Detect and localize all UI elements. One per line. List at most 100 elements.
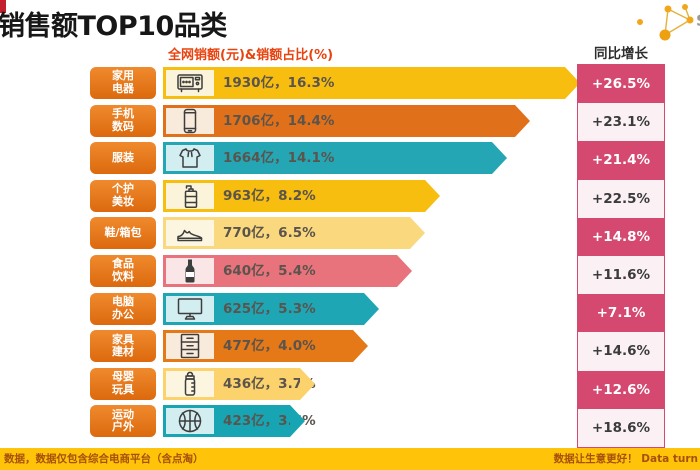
bar-arrow-tip <box>492 142 507 175</box>
growth-column: +26.5% +23.1% +21.4% +22.5% +14.8% +11.6… <box>577 64 665 448</box>
bar-arrow-tip <box>300 367 315 400</box>
category-iconbox <box>166 70 214 96</box>
category-chip: 服装 <box>90 142 156 175</box>
category-rows: 家用 电器 1930亿，16.3% 手机 数码 <box>0 67 700 443</box>
footer-slogan-right: 数据让生意更好！ Data turn <box>553 453 698 465</box>
drawer-cabinet-icon <box>180 333 200 359</box>
bar-arrow-tip <box>397 254 412 287</box>
category-iconbox <box>166 257 214 284</box>
bar-arrow-tip <box>353 330 368 363</box>
sales-bar: 625亿，5.3% <box>163 292 379 325</box>
growth-cell: +22.5% <box>591 190 651 207</box>
sales-value: 625亿，5.3% <box>223 300 316 317</box>
category-iconbox <box>166 408 214 435</box>
table-row: 母婴 玩具 436亿，3.7% <box>0 367 700 400</box>
bar-arrow-tip <box>364 292 379 325</box>
sneaker-icon <box>177 230 203 242</box>
sales-bar: 423亿，3.6% <box>163 405 316 438</box>
sweater-icon <box>179 148 201 168</box>
category-label: 个护 美妆 <box>112 182 134 208</box>
table-row: 食品 饮料 640亿，5.4% <box>0 254 700 287</box>
table-row: 电脑 办公 625亿，5.3% <box>0 292 700 325</box>
category-chip: 家用 电器 <box>90 67 156 99</box>
sales-value: 640亿，5.4% <box>223 262 316 279</box>
table-row: 手机 数码 1706亿，14.4% <box>0 104 700 137</box>
smartphone-icon <box>183 108 197 133</box>
sales-bar: 477亿，4.0% <box>163 330 368 363</box>
bar-arrow-tip <box>290 405 305 438</box>
category-chip: 鞋/箱包 <box>90 217 156 250</box>
category-iconbox <box>166 145 214 172</box>
bar-arrow-tip <box>515 104 530 137</box>
category-label: 食品 饮料 <box>112 257 134 283</box>
sales-bar: 640亿，5.4% <box>163 254 412 287</box>
category-chip: 母婴 玩具 <box>90 367 156 400</box>
left-edge-red-mark <box>0 0 6 13</box>
category-chip: 运动 户外 <box>90 405 156 438</box>
category-iconbox <box>166 220 214 247</box>
microwave-icon <box>177 74 203 93</box>
growth-cell: +18.6% <box>591 419 651 436</box>
category-label: 电脑 办公 <box>112 294 134 321</box>
category-iconbox <box>166 333 214 360</box>
category-iconbox <box>166 107 214 134</box>
lotion-pump-icon <box>184 185 198 208</box>
category-chip: 个护 美妆 <box>90 179 156 212</box>
monitor-icon <box>177 297 203 320</box>
sales-bar: 436亿，3.7% <box>163 367 316 400</box>
sales-value: 1930亿，16.3% <box>223 75 335 91</box>
table-row: 家具 建材 477亿，4.0% <box>0 330 700 363</box>
sales-value: 963亿，8.2% <box>223 187 316 204</box>
growth-cell: +26.5% <box>578 65 664 104</box>
bar-arrow-tip <box>425 179 440 212</box>
growth-cell: +11.6% <box>591 267 651 284</box>
growth-cell: +14.6% <box>591 343 651 360</box>
category-chip: 家具 建材 <box>90 330 156 363</box>
chart-subtitle: 全网销额(元)&销额占比(%) <box>168 48 334 63</box>
table-row: 运动 户外 423亿，3.6% <box>0 405 700 438</box>
table-row: 家用 电器 1930亿，16.3% <box>0 67 700 99</box>
growth-cell: +14.8% <box>578 217 664 256</box>
category-label: 运动 户外 <box>112 407 134 434</box>
category-chip: 电脑 办公 <box>90 292 156 325</box>
bar-arrow-tip <box>565 67 580 99</box>
category-label: 家用 电器 <box>112 69 134 95</box>
sales-value: 1706亿，14.4% <box>223 112 335 129</box>
brand-logo: S <box>630 0 700 46</box>
page-title: 销售额TOP10品类 <box>0 11 227 42</box>
category-iconbox <box>166 295 214 322</box>
growth-cell: +7.1% <box>578 294 664 333</box>
category-label: 服装 <box>112 150 134 164</box>
growth-cell: +21.4% <box>578 141 664 180</box>
category-chip: 食品 饮料 <box>90 254 156 287</box>
basketball-icon <box>178 410 202 433</box>
sales-bar: 1930亿，16.3% <box>163 67 580 99</box>
table-row: 鞋/箱包 770亿，6.5% <box>0 217 700 250</box>
sales-bar: 1706亿，14.4% <box>163 104 530 137</box>
category-label: 手机 数码 <box>112 106 134 133</box>
sales-value: 477亿，4.0% <box>223 338 316 355</box>
growth-cell: +12.6% <box>578 370 664 409</box>
growth-column-header: 同比增长 <box>594 46 648 62</box>
category-chip: 手机 数码 <box>90 104 156 137</box>
sales-bar: 770亿，6.5% <box>163 217 425 250</box>
beverage-bottle-icon <box>185 259 195 283</box>
sales-value: 1664亿，14.1% <box>223 150 335 167</box>
category-iconbox <box>166 182 214 209</box>
table-row: 个护 美妆 963亿，8.2% <box>0 179 700 212</box>
category-iconbox <box>166 370 214 397</box>
sales-value: 436亿，3.7% <box>223 375 316 392</box>
footer-bar: 数据，数据仅包含综合电商平台（含点淘） 数据让生意更好！ Data turn <box>0 448 700 470</box>
category-label: 母婴 玩具 <box>112 370 134 396</box>
bar-arrow-tip <box>410 217 425 250</box>
growth-cell: +23.1% <box>591 114 651 131</box>
svg-text:S: S <box>696 11 700 30</box>
sales-bar: 1664亿，14.1% <box>163 142 507 175</box>
sales-bar: 963亿，8.2% <box>163 179 440 212</box>
category-label: 鞋/箱包 <box>104 226 142 240</box>
sales-value: 770亿，6.5% <box>223 225 316 242</box>
category-label: 家具 建材 <box>112 332 134 359</box>
footer-note-left: 数据，数据仅包含综合电商平台（含点淘） <box>4 453 204 465</box>
table-row: 服装 1664亿，14.1% <box>0 142 700 175</box>
